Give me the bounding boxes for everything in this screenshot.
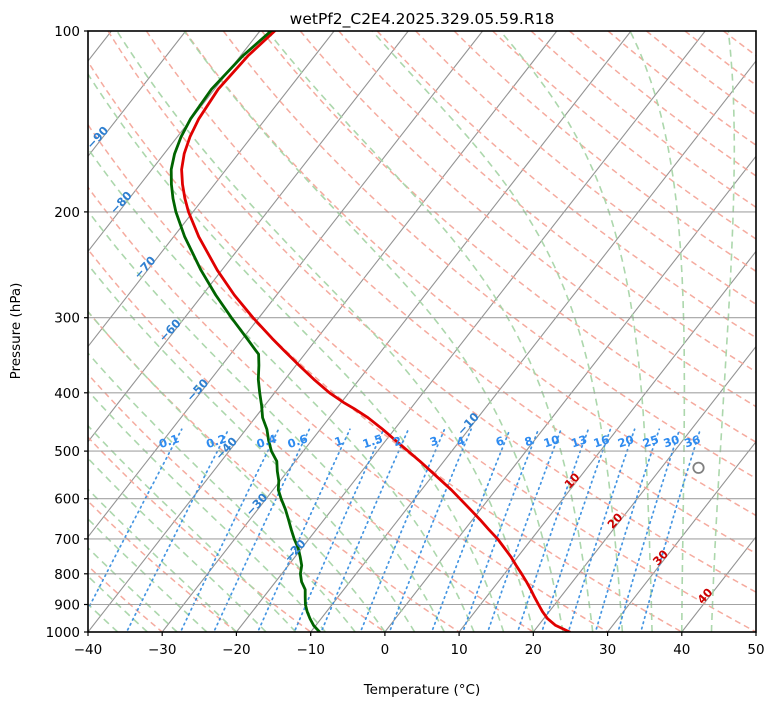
x-tick-label: −20: [222, 642, 251, 658]
mixing-ratio-label: 0.2: [204, 431, 228, 451]
x-tick-label: −40: [74, 642, 103, 658]
background-gridlines: [88, 31, 756, 632]
y-tick-label: 300: [54, 311, 80, 327]
mixing-ratio-label: 4: [455, 433, 467, 449]
mixing-ratio-label: 25: [641, 432, 661, 450]
dewpoint-profile: [169, 31, 321, 632]
x-axis-label: Temperature (°C): [363, 682, 481, 698]
mixing-ratio-label: 1: [333, 433, 345, 449]
mixing-ratio-label: 13: [569, 432, 589, 450]
y-tick-label: 600: [54, 492, 80, 508]
y-tick-label: 400: [54, 386, 80, 402]
x-tick-label: −10: [296, 642, 325, 658]
temperature-profile: [180, 31, 572, 632]
y-tick-label: 200: [54, 205, 80, 221]
y-axis-label: Pressure (hPa): [8, 283, 24, 380]
mixing-ratio-label: 3: [428, 433, 440, 449]
x-tick-label: −30: [148, 642, 177, 658]
y-tick-label: 100: [54, 24, 80, 40]
mixing-ratio-label: 20: [616, 432, 636, 450]
y-tick-label: 500: [54, 444, 80, 460]
x-tick-label: 50: [747, 642, 764, 658]
mixing-ratio-label: 6: [494, 433, 506, 449]
plot-border: [87, 30, 757, 633]
x-tick-label: 10: [451, 642, 468, 658]
x-tick-label: 0: [381, 642, 390, 658]
y-tick-label: 800: [54, 567, 80, 583]
mixing-ratio-label: 2: [391, 433, 403, 449]
x-tick-label: 20: [525, 642, 542, 658]
mixing-ratio-label: 36: [682, 432, 702, 450]
mixing-ratio-label: 16: [592, 432, 612, 450]
x-tick-label: 30: [599, 642, 616, 658]
mixing-ratio-label: 1.5: [361, 431, 385, 451]
mixing-ratio-label: 0.6: [286, 431, 310, 451]
mixing-ratio-label: 10: [542, 432, 562, 450]
y-tick-label: 1000: [46, 625, 80, 641]
lcl-marker[interactable]: [692, 461, 705, 474]
mixing-ratio-label: 30: [662, 432, 682, 450]
x-tick-label: 40: [673, 642, 690, 658]
profile-lines: [169, 31, 572, 632]
mixing-ratio-label: 8: [523, 433, 535, 449]
mixing-ratio-label: 0.4: [255, 431, 279, 451]
mixing-ratio-label: 0.1: [157, 431, 181, 451]
y-tick-label: 900: [54, 598, 80, 614]
chart-title: wetPf2_C2E4.2025.329.05.59.R18: [290, 10, 555, 29]
y-tick-label: 700: [54, 532, 80, 548]
